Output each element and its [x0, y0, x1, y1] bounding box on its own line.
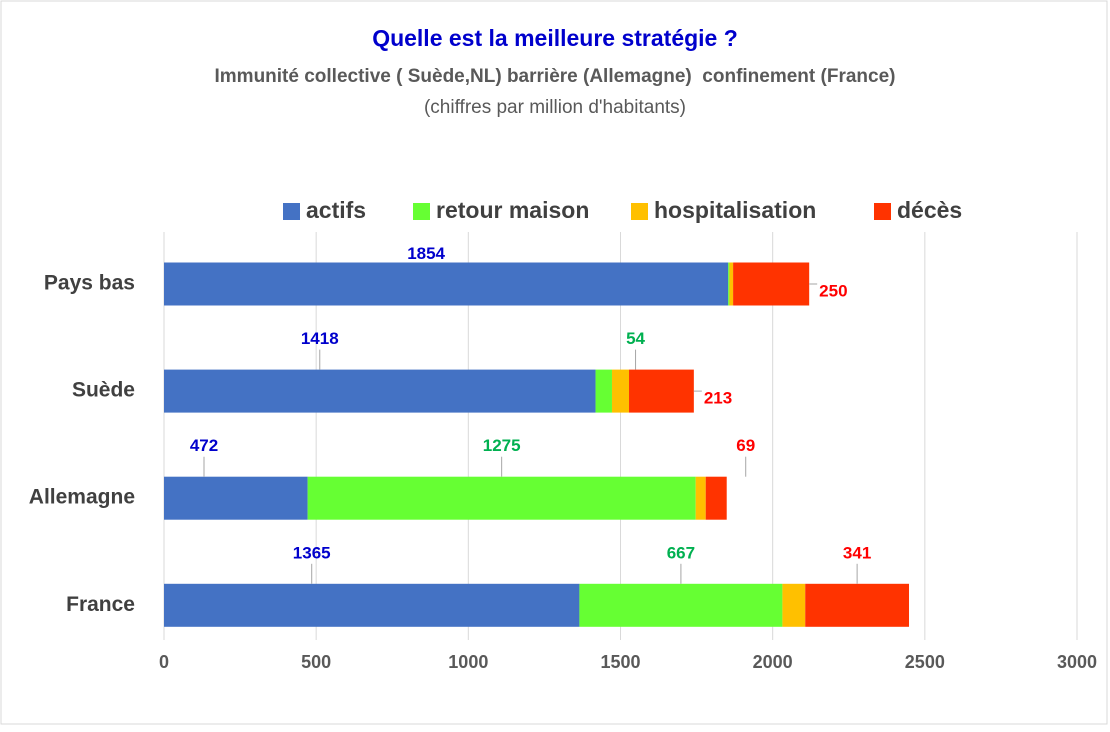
x-tick-label: 1000 [448, 652, 488, 672]
x-tick-label: 2000 [753, 652, 793, 672]
data-label: 213 [704, 389, 732, 408]
bar-segment [728, 262, 730, 306]
bar-segment [629, 369, 694, 413]
bar-segment [729, 262, 734, 306]
bar-segment [782, 583, 806, 627]
x-tick-label: 2500 [905, 652, 945, 672]
data-label: 1275 [483, 436, 521, 455]
bar-segment [307, 476, 696, 520]
chart-subtitle: (chiffres par million d'habitants) [424, 97, 686, 118]
bar-segment [595, 369, 612, 413]
bar-segment [164, 262, 729, 306]
legend-label: retour maison [436, 197, 589, 223]
data-label: 667 [667, 543, 695, 562]
x-tick-label: 1500 [600, 652, 640, 672]
legend-label: hospitalisation [654, 197, 816, 223]
bar-segment [164, 476, 308, 520]
x-tick-label: 500 [301, 652, 331, 672]
x-tick-label: 3000 [1057, 652, 1097, 672]
y-tick-label: Allemagne [29, 486, 135, 509]
bar-segment [164, 583, 580, 627]
data-label: 472 [190, 436, 218, 455]
data-label: 341 [843, 543, 871, 562]
legend-swatch [413, 203, 430, 220]
bar-segment [695, 476, 706, 520]
bar-segment [579, 583, 783, 627]
data-label: 1854 [407, 244, 445, 263]
legend-label: actifs [306, 197, 366, 223]
legend-label: décès [897, 197, 962, 223]
bar-segment [705, 476, 727, 520]
y-tick-label: France [66, 593, 135, 616]
data-label: 54 [626, 329, 645, 348]
legend-swatch [631, 203, 648, 220]
data-label: 1365 [293, 543, 331, 562]
legend-swatch [874, 203, 891, 220]
data-label: 69 [736, 436, 755, 455]
x-tick-label: 0 [159, 652, 169, 672]
chart-title: Quelle est la meilleure stratégie ? [372, 25, 738, 51]
bar-segment [164, 369, 596, 413]
chart-subtitle: Immunité collective ( Suède,NL) barrière… [215, 66, 896, 87]
data-label: 250 [819, 281, 847, 300]
bar-segment [611, 369, 630, 413]
bar-segment [733, 262, 810, 306]
data-label: 1418 [301, 329, 339, 348]
y-tick-label: Suède [72, 379, 135, 402]
bar-segment [805, 583, 910, 627]
y-tick-label: Pays bas [44, 272, 135, 295]
legend-swatch [283, 203, 300, 220]
